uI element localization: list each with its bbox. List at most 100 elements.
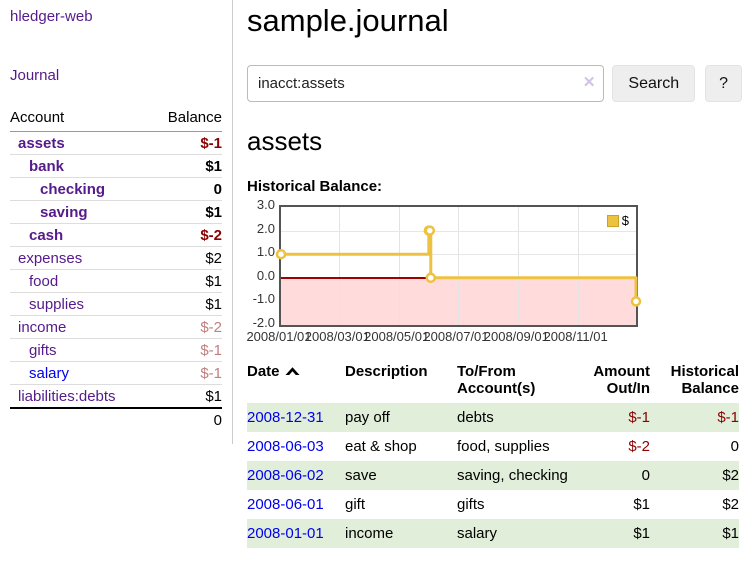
account-link[interactable]: liabilities:debts <box>18 388 116 405</box>
transaction-date-link[interactable]: 2008-01-01 <box>247 525 324 542</box>
page-title: sample.journal <box>247 3 449 38</box>
search-form: ✕ Search ? <box>247 65 742 102</box>
y-axis-tick-label: -1.0 <box>252 291 275 307</box>
x-axis-tick-label: 2008/01/01 <box>246 329 312 344</box>
account-total-row: 0 <box>10 407 222 431</box>
account-balance: $-2 <box>150 223 222 247</box>
transaction-date-link[interactable]: 2008-06-01 <box>247 496 324 513</box>
account-balance: $1 <box>150 269 222 293</box>
account-link[interactable]: cash <box>29 227 64 244</box>
account-balance: $1 <box>150 200 222 224</box>
app-title-link[interactable]: hledger-web <box>10 8 93 25</box>
account-link[interactable]: bank <box>29 158 65 175</box>
transaction-date-link[interactable]: 2008-12-31 <box>247 409 324 426</box>
sort-ascending-icon <box>285 363 300 380</box>
account-link[interactable]: expenses <box>18 250 83 267</box>
account-link[interactable]: gifts <box>29 342 57 359</box>
transaction-accounts: saving, checking <box>457 461 572 490</box>
transaction-row: 2008-06-02 save saving, checking 0 $2 <box>247 461 739 490</box>
x-axis-tick-label: 2008/03/01 <box>304 329 370 344</box>
transaction-date-link[interactable]: 2008-06-02 <box>247 467 324 484</box>
account-row-supplies: supplies $1 <box>10 292 222 316</box>
account-balance-table: Account Balance assets $-1 bank $1 check… <box>10 105 222 431</box>
account-balance: $1 <box>150 292 222 316</box>
transaction-row: 2008-06-01 gift gifts $1 $2 <box>247 490 739 519</box>
help-button[interactable]: ? <box>705 65 742 102</box>
transaction-balance: $2 <box>650 461 739 490</box>
amount-header: Amount Out/In <box>593 363 650 397</box>
description-header: Description <box>345 363 428 380</box>
transaction-date-link[interactable]: 2008-06-03 <box>247 438 324 455</box>
account-balance: $-1 <box>150 338 222 362</box>
transaction-balance: $1 <box>650 519 739 548</box>
account-column-header: Account <box>10 105 151 132</box>
account-balance: 0 <box>150 177 222 201</box>
account-row-liabilities-debts: liabilities:debts $1 <box>10 384 222 408</box>
transaction-accounts: gifts <box>457 496 485 513</box>
data-point-marker <box>424 225 436 236</box>
sidebar: hledger-web Journal Account Balance asse… <box>0 0 233 444</box>
account-link[interactable]: income <box>18 319 67 336</box>
transaction-amount: $1 <box>633 496 650 513</box>
sort-by-date-header[interactable]: Date <box>247 361 345 403</box>
account-link[interactable]: checking <box>40 181 106 198</box>
account-row-assets: assets $-1 <box>10 132 222 155</box>
y-axis-tick-label: 0.0 <box>256 267 275 283</box>
account-link[interactable]: assets <box>18 135 65 152</box>
horizontal-gridline <box>281 301 636 303</box>
account-row-income: income $-2 <box>10 315 222 339</box>
account-row-salary: salary $-1 <box>10 361 222 385</box>
transaction-row: 2008-01-01 income salary $1 $1 <box>247 519 739 548</box>
transaction-balance: $2 <box>722 496 739 513</box>
x-axis-tick-label: 2008/05/01 <box>364 329 430 344</box>
balance-line-series <box>275 225 642 307</box>
account-balance: $-2 <box>150 315 222 339</box>
account-heading: assets <box>247 126 323 156</box>
account-link[interactable]: salary <box>29 365 70 382</box>
account-row-saving: saving $1 <box>10 200 222 224</box>
historical-balance-header: Historical Balance <box>670 363 739 397</box>
tofrom-header: To/From Account(s) <box>457 363 536 397</box>
account-row-food: food $1 <box>10 269 222 293</box>
x-axis-tick-label: 2008/09/01 <box>483 329 549 344</box>
total-balance: 0 <box>150 407 222 431</box>
transaction-accounts: food, supplies <box>457 438 550 455</box>
data-point-marker <box>275 248 287 260</box>
search-input[interactable] <box>247 65 605 102</box>
transaction-description: pay off <box>345 403 457 432</box>
transaction-amount: 0 <box>572 461 650 490</box>
transaction-description: save <box>345 461 457 490</box>
transaction-amount: $-1 <box>572 403 650 432</box>
horizontal-gridline <box>281 230 636 232</box>
account-link[interactable]: supplies <box>29 296 85 313</box>
vertical-gridline <box>398 207 400 325</box>
account-balance: $-1 <box>150 361 222 385</box>
transaction-amount: $-2 <box>628 438 650 455</box>
search-button[interactable]: Search <box>612 65 696 102</box>
plot-area: $ <box>275 205 642 327</box>
transaction-row: 2008-12-31 pay off debts $-1 $-1 <box>247 403 739 432</box>
account-balance: $-1 <box>200 135 222 152</box>
legend-swatch-icon <box>606 214 619 227</box>
y-axis-tick-label: 3.0 <box>256 197 275 212</box>
x-axis-tick-label: 2008/07/01 <box>423 329 489 344</box>
vertical-gridline <box>339 207 341 325</box>
account-row-checking: checking 0 <box>10 177 222 201</box>
clear-search-icon[interactable]: ✕ <box>582 74 596 91</box>
transaction-description: eat & shop <box>345 438 417 455</box>
historical-balance-chart: $ 2008/01/01 2008/03/01 2008/05/01 2008/07/… <box>246 197 742 345</box>
balance-column-header: Balance <box>150 105 222 132</box>
sidebar-item-journal[interactable]: Journal <box>10 67 60 84</box>
account-link[interactable]: saving <box>40 204 88 221</box>
transaction-balance: $-1 <box>650 403 739 432</box>
chart-title: Historical Balance: <box>247 178 383 195</box>
y-axis-tick-label: 2.0 <box>256 220 275 236</box>
account-balance: $1 <box>150 154 222 178</box>
transaction-accounts: salary <box>457 519 572 548</box>
account-link[interactable]: food <box>29 273 59 290</box>
transactions-header-row: Date Description To/From Account(s) Amou… <box>247 361 739 403</box>
transaction-row: 2008-06-03 eat & shop food, supplies $-2… <box>247 432 739 461</box>
data-point-marker <box>425 272 437 284</box>
account-balance: $2 <box>150 246 222 270</box>
vertical-gridline <box>577 207 579 325</box>
